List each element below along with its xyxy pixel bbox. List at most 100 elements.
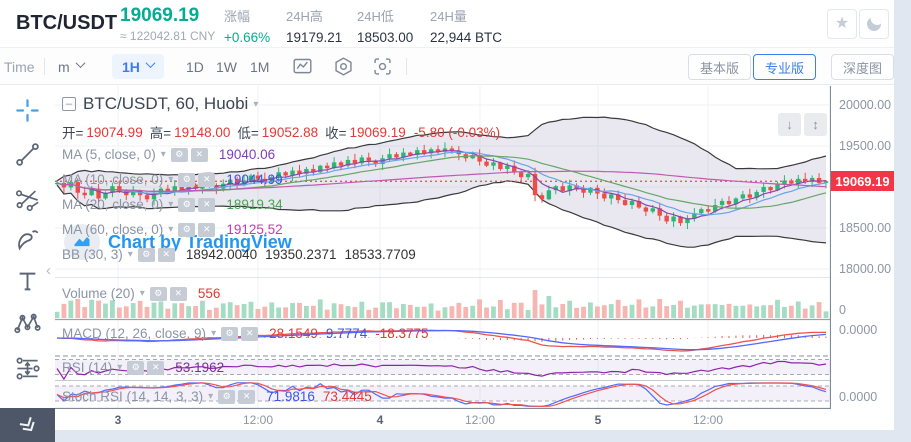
dropdown-caret-icon[interactable]: ▾ [253, 98, 259, 110]
screenshot-icon[interactable] [372, 56, 393, 77]
study-close-button[interactable]: ✕ [169, 286, 187, 301]
divider [44, 58, 45, 75]
study-settings-button[interactable]: ⚙ [178, 222, 196, 237]
indicator-settings-icon[interactable] [333, 56, 354, 77]
price-axis-label: 19500.00 [839, 139, 892, 153]
study-settings-button[interactable]: ⚙ [170, 147, 188, 162]
stat-24h-low: 24H低 18503.00 [357, 9, 414, 45]
dark-mode-button[interactable] [859, 9, 889, 39]
favorite-button[interactable]: ★ [827, 9, 857, 39]
study-close-button[interactable]: ✕ [190, 147, 208, 162]
gann-fibonacci-tool[interactable] [14, 186, 41, 213]
dropdown-caret-icon[interactable]: ▾ [168, 224, 174, 235]
time-axis-label: 12:00 [242, 413, 274, 427]
tradingview-logo-icon [64, 224, 100, 260]
chevron-down-icon [75, 58, 86, 69]
symbol-header: BTC/USDT 19069.19 ≈ 122042.81 CNY 涨幅 +0.… [0, 0, 894, 48]
study-settings-button[interactable]: ⚙ [178, 197, 196, 212]
trend-line-tool[interactable] [14, 141, 41, 168]
dropdown-caret-icon[interactable]: ▾ [211, 328, 217, 339]
interval-1w[interactable]: 1W [216, 58, 237, 75]
time-axis-label: 12:00 [464, 413, 496, 427]
study-macd: MACD (12, 26, close, 9) ▾ ⚙ ✕ 28.1549 9.… [62, 326, 429, 341]
dropdown-caret-icon[interactable]: ▾ [160, 149, 166, 160]
study-close-button[interactable]: ✕ [147, 360, 165, 375]
crosshair-tool[interactable] [14, 97, 41, 124]
brush-tool[interactable] [14, 227, 41, 254]
study-bb: BB (30, 3) ▾ ⚙ ✕ 18942.0040 19350.2371 1… [62, 247, 416, 262]
tradingview-watermark[interactable]: Chart by TradingView [64, 224, 292, 260]
basic-view-button[interactable]: 基本版 [688, 54, 752, 80]
autoscale-button[interactable]: ↕ [804, 113, 827, 136]
study-close-button[interactable]: ✕ [157, 247, 175, 262]
depth-view-button[interactable]: 深度图 [831, 54, 894, 80]
xabcd-pattern-tool[interactable] [14, 311, 41, 338]
price-axis-label: 18500.00 [839, 221, 892, 235]
divider [406, 58, 407, 75]
price-axis-background [831, 85, 894, 430]
chart-style-icon[interactable] [292, 56, 313, 77]
study-settings-button[interactable]: ⚙ [149, 286, 167, 301]
study-ma5: MA (5, close, 0) ▾ ⚙ ✕ 19040.06 [62, 147, 276, 162]
study-settings-button[interactable]: ⚙ [218, 389, 236, 404]
dropdown-caret-icon[interactable]: ▾ [117, 362, 123, 373]
pro-view-button[interactable]: 专业版 [753, 54, 817, 80]
fiat-price: ≈ 122042.81 CNY [120, 29, 216, 43]
time-axis-label: 3 [114, 413, 122, 427]
dropdown-caret-icon[interactable]: ▾ [139, 288, 145, 299]
study-settings-button[interactable]: ⚙ [137, 247, 155, 262]
dropdown-caret-icon[interactable]: ▾ [127, 249, 133, 260]
ohlc-row: 开= 19074.99 高= 19148.00 低= 19052.88 收= 1… [62, 124, 501, 142]
price-change: -5.80 (-0.03%) [413, 124, 501, 140]
chart-title[interactable]: BTC/USDT, 60, Huobi [83, 94, 249, 113]
star-icon: ★ [834, 15, 850, 32]
stat-24h-volume: 24H量 22,944 BTC [430, 9, 503, 45]
dropdown-caret-icon[interactable]: ▾ [168, 174, 174, 185]
study-volume: Volume (20) ▾ ⚙ ✕ 556 [62, 286, 221, 301]
double-chevron-down-icon [19, 417, 35, 432]
interval-1h-dropdown[interactable]: 1H [112, 54, 164, 79]
last-price: 19069.19 [120, 5, 200, 26]
study-close-button[interactable]: ✕ [238, 389, 256, 404]
symbol-name: BTC/USDT [16, 12, 118, 34]
study-settings-button[interactable]: ⚙ [127, 360, 145, 375]
last-price-block: 19069.19 ≈ 122042.81 CNY [120, 5, 215, 43]
last-price-badge: 19069.19 [831, 171, 894, 192]
study-ma20: MA (20, close, 0) ▾ ⚙ ✕ 18919.34 [62, 197, 283, 212]
price-axis-label: 20000.00 [839, 98, 892, 112]
time-axis-label: 5 [594, 413, 602, 427]
price-axis-label: 18000.00 [839, 262, 892, 276]
sidebar-collapse-arrow[interactable]: ‹ [46, 262, 51, 279]
arrow-updown-icon: ↕ [812, 117, 819, 132]
time-axis[interactable]: 3 12:00 4 12:00 5 12:00 [55, 409, 894, 430]
time-axis-label: 4 [376, 413, 384, 427]
dropdown-caret-icon[interactable]: ▾ [208, 391, 214, 402]
text-tool[interactable] [14, 268, 41, 295]
study-ma10: MA (10, close, 0) ▾ ⚙ ✕ 19044.99 [62, 172, 283, 187]
study-settings-button[interactable]: ⚙ [178, 172, 196, 187]
indicator-axis-label: 0.0000 [839, 390, 878, 404]
long-short-position-tool[interactable] [14, 355, 41, 382]
hide-toolbar-button[interactable] [0, 408, 55, 442]
drawing-toolbar [0, 85, 55, 430]
stat-24h-high: 24H高 19179.21 [286, 9, 343, 45]
study-close-button[interactable]: ✕ [198, 222, 216, 237]
minimize-icon[interactable]: – [62, 97, 76, 111]
study-settings-button[interactable]: ⚙ [221, 326, 239, 341]
interval-minutes-dropdown[interactable]: m [58, 48, 86, 85]
scroll-to-latest-button[interactable]: ↓ [778, 113, 801, 136]
study-close-button[interactable]: ✕ [241, 326, 259, 341]
interval-1m[interactable]: 1M [250, 58, 270, 75]
price-axis[interactable]: 19069.19 20000.00 19500.00 18500.00 18000.0… [831, 0, 894, 442]
study-close-button[interactable]: ✕ [198, 172, 216, 187]
moon-icon [865, 15, 883, 33]
dropdown-caret-icon[interactable]: ▾ [168, 199, 174, 210]
study-close-button[interactable]: ✕ [198, 197, 216, 212]
chart-title-row: – BTC/USDT, 60, Huobi ▾ [62, 94, 263, 114]
interval-1d[interactable]: 1D [186, 58, 204, 75]
chevron-down-icon [145, 58, 156, 69]
time-axis-label: 12:00 [692, 413, 724, 427]
arrow-down-icon: ↓ [786, 117, 793, 132]
